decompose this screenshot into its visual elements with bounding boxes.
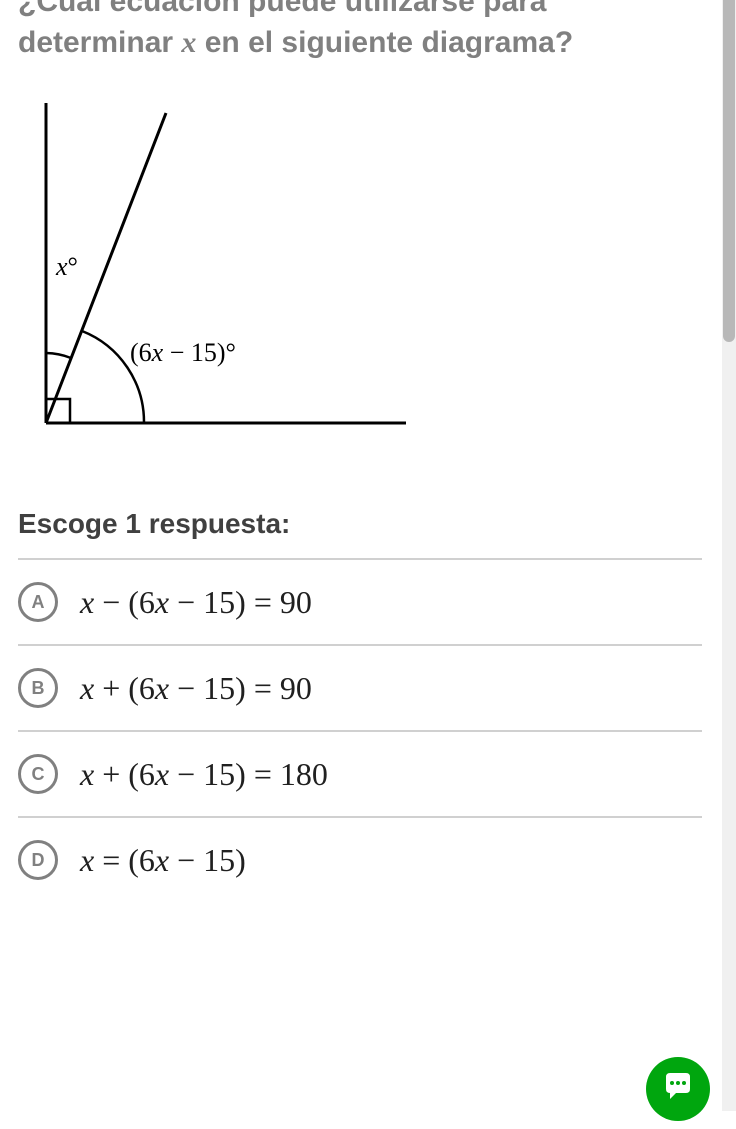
question-text: ¿Cuál ecuación puede utilizarse para det… (18, 0, 702, 63)
answer-text-b: x + (6x − 15) = 90 (80, 670, 312, 707)
answer-option-a[interactable]: A x − (6x − 15) = 90 (18, 558, 702, 644)
question-line2a: determinar (18, 26, 181, 59)
radio-a[interactable]: A (18, 582, 58, 622)
radio-c[interactable]: C (18, 754, 58, 794)
question-line2b: en el siguiente diagrama? (196, 26, 573, 59)
svg-text:x°: x° (55, 252, 78, 281)
answer-text-d: x = (6x − 15) (80, 842, 246, 879)
angle-diagram: x° (6x − 15)° (26, 103, 702, 448)
help-button[interactable] (646, 1057, 710, 1121)
answers-list: A x − (6x − 15) = 90 B x + (6x − 15) = 9… (18, 558, 702, 902)
answer-option-d[interactable]: D x = (6x − 15) (18, 816, 702, 902)
scrollbar-thumb[interactable] (723, 0, 735, 342)
answer-option-c[interactable]: C x + (6x − 15) = 180 (18, 730, 702, 816)
radio-d[interactable]: D (18, 840, 58, 880)
question-var: x (181, 26, 196, 59)
radio-b[interactable]: B (18, 668, 58, 708)
scrollbar-track[interactable] (722, 0, 736, 1111)
question-line1: ¿Cuál ecuación puede utilizarse para (18, 0, 547, 18)
choose-prompt: Escoge 1 respuesta: (18, 508, 702, 540)
answer-option-b[interactable]: B x + (6x − 15) = 90 (18, 644, 702, 730)
answer-text-c: x + (6x − 15) = 180 (80, 756, 328, 793)
answer-text-a: x − (6x − 15) = 90 (80, 584, 312, 621)
chat-icon (660, 1071, 696, 1107)
svg-text:(6x − 15)°: (6x − 15)° (130, 338, 236, 367)
